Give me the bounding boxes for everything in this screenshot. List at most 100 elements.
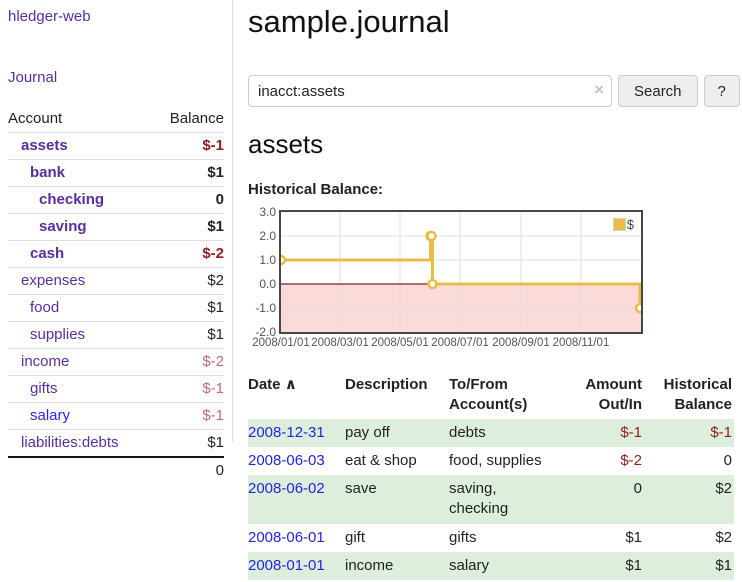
chart-y-axis: 3.0 2.0 1.0 0.0 -1.0 -2.0: [248, 205, 276, 339]
x-tick-label: 2008/05/01: [371, 337, 429, 349]
register-amount-cell: $1: [549, 551, 644, 580]
account-row: checking 0: [8, 186, 224, 214]
accounts-col-account: Account: [8, 110, 63, 127]
register-amount-cell: $-2: [620, 451, 642, 469]
account-link[interactable]: saving: [39, 218, 87, 235]
register-col-amount: Amount Out/In: [585, 376, 642, 414]
account-balance: $-1: [202, 380, 224, 397]
register-table: Date ∧ Description To/From Account(s) Am…: [248, 372, 734, 580]
y-tick-label: 1.0: [259, 253, 276, 267]
x-tick-label: 2008/11/01: [552, 337, 610, 349]
register-accounts-cell: debts: [449, 418, 549, 447]
main-content: sample.journal × Search ? assets Histori…: [233, 0, 742, 580]
accounts-header-row: Account Balance: [8, 106, 224, 133]
y-tick-label: 2.0: [259, 229, 276, 243]
register-amount-cell: $1: [625, 528, 642, 546]
register-date-link[interactable]: 2008-06-01: [248, 528, 325, 546]
register-balance-cell: $-1: [644, 418, 734, 447]
account-row: saving $1: [8, 213, 224, 241]
chart-title: Historical Balance:: [248, 181, 384, 198]
register-balance-cell: $2: [644, 475, 734, 524]
register-col-description: Description: [345, 376, 428, 393]
register-date-link[interactable]: 2008-12-31: [248, 423, 325, 441]
account-link[interactable]: bank: [30, 164, 66, 181]
account-row: income $-2: [8, 348, 224, 376]
y-tick-label: -1.0: [255, 301, 276, 315]
clear-search-icon[interactable]: ×: [594, 80, 604, 99]
register-balance-cell: $2: [715, 528, 732, 546]
account-balance: $-1: [202, 407, 224, 424]
account-row: expenses $2: [8, 267, 224, 295]
register-amount-cell: $-1: [549, 418, 644, 447]
register-date-link[interactable]: 2008-06-03: [248, 451, 325, 469]
x-tick-label: 2008/01/01: [252, 337, 310, 349]
register-date-cell: 2008-01-01: [248, 551, 345, 580]
x-tick-label: 2008/09/01: [492, 337, 550, 349]
account-link[interactable]: gifts: [30, 380, 58, 397]
search-wrap: ×: [248, 75, 612, 107]
register-description-cell: income: [345, 551, 449, 580]
register-amount-cell: 0: [549, 475, 644, 524]
account-link[interactable]: income: [21, 353, 70, 370]
account-link[interactable]: cash: [30, 245, 65, 262]
historical-balance-chart: 3.0 2.0 1.0 0.0 -1.0 -2.0 $ 2008/01/01 2008/03…: [248, 205, 740, 370]
help-button[interactable]: ?: [703, 75, 740, 107]
y-tick-label: -2.0: [255, 325, 276, 339]
account-link[interactable]: expenses: [21, 272, 86, 289]
x-tick-label: 2008/03/01: [311, 337, 369, 349]
register-col-date[interactable]: Date ∧: [248, 372, 345, 419]
account-balance: 0: [215, 191, 224, 208]
account-row: assets $-1: [8, 132, 224, 160]
register-description-cell: eat & shop: [345, 451, 417, 469]
account-row: liabilities:debts $1: [8, 429, 224, 458]
legend-swatch-icon: [612, 218, 626, 231]
register-col-accounts: To/From Account(s): [449, 376, 528, 414]
register-accounts-cell: gifts: [449, 528, 477, 546]
account-row: salary $-1: [8, 402, 224, 430]
account-link[interactable]: checking: [39, 191, 105, 208]
account-balance: $-2: [202, 245, 224, 262]
sidebar: hledger-web Journal Account Balance asse…: [0, 0, 233, 479]
account-link[interactable]: supplies: [30, 326, 86, 343]
sort-asc-icon[interactable]: ∧: [284, 376, 297, 393]
account-balance: $1: [207, 218, 224, 235]
brand-link[interactable]: hledger-web: [8, 8, 91, 25]
account-balance: $-2: [202, 353, 224, 370]
register-description-cell: pay off: [345, 418, 449, 447]
register-row: 2008-06-01 gift gifts $1 $2: [248, 524, 734, 552]
brand: hledger-web: [8, 8, 224, 25]
account-link[interactable]: food: [30, 299, 60, 316]
register-row: 2008-12-31 pay off debts $-1 $-1: [248, 418, 734, 447]
register-accounts-cell: salary: [449, 551, 549, 580]
account-link[interactable]: assets: [21, 137, 68, 154]
chart-x-axis: 2008/01/01 2008/03/01 2008/05/01 2008/07/01…: [252, 337, 643, 353]
chart-plot-area: $: [279, 210, 643, 334]
account-balance: $2: [207, 272, 224, 289]
register-date-cell: 2008-06-03: [248, 447, 345, 475]
page-title: sample.journal: [248, 4, 450, 39]
register-header-row: Date ∧ Description To/From Account(s) Am…: [248, 372, 734, 419]
x-tick-label: 2008/07/01: [431, 337, 489, 349]
accounts-col-balance: Balance: [169, 110, 224, 127]
account-link[interactable]: salary: [30, 407, 71, 424]
register-col-balance: Historical Balance: [663, 376, 732, 414]
accounts-total-value: 0: [215, 462, 224, 479]
account-balance: $1: [207, 326, 224, 343]
search-input[interactable]: [248, 75, 612, 107]
accounts-table: Account Balance assets $-1 bank $1 checking 0…: [8, 106, 224, 484]
search-button[interactable]: Search: [618, 75, 698, 107]
journal-link[interactable]: Journal: [8, 69, 58, 86]
search-row: × Search ?: [248, 75, 740, 107]
account-balance: $1: [207, 299, 224, 316]
chart-legend: $: [610, 216, 636, 233]
register-date-cell: 2008-12-31: [248, 418, 345, 447]
register-row: 2008-06-02 save saving, checking 0 $2: [248, 475, 734, 524]
register-date-cell: 2008-06-02: [248, 475, 345, 524]
register-balance-cell: $1: [644, 551, 734, 580]
register-col-date-label: Date: [248, 376, 281, 393]
register-date-link[interactable]: 2008-01-01: [248, 556, 325, 574]
register-date-link[interactable]: 2008-06-02: [248, 480, 325, 497]
chart-svg: [281, 212, 641, 332]
account-link[interactable]: liabilities:debts: [21, 434, 119, 451]
